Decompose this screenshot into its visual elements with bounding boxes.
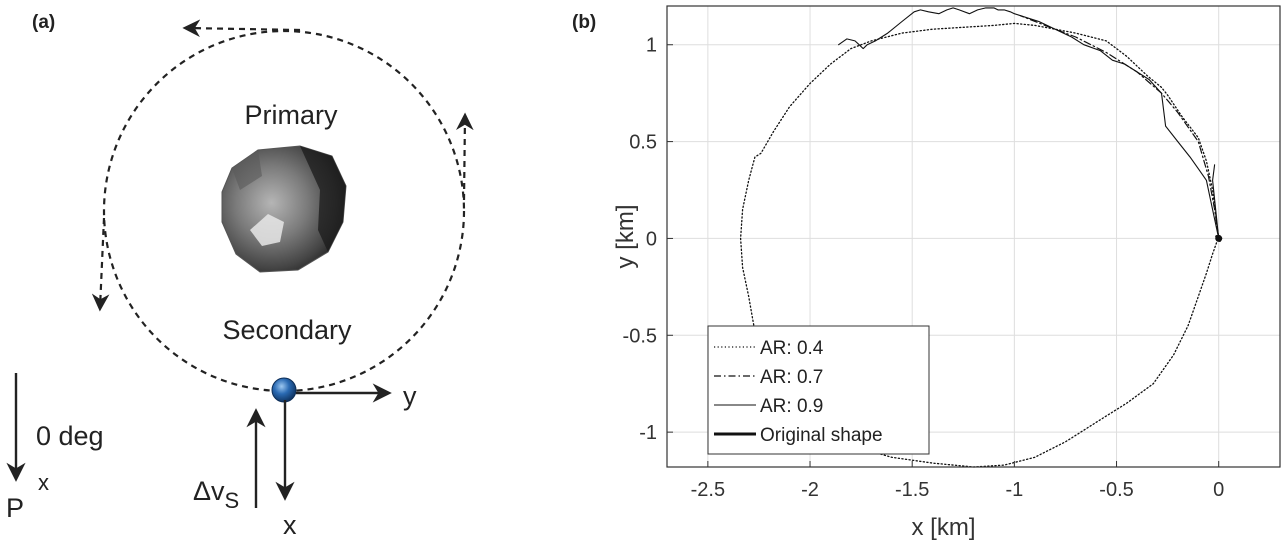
- y-tick-label: 1: [646, 35, 657, 57]
- origin-point: [1215, 234, 1223, 242]
- legend-entry: AR: 0.7: [760, 367, 823, 388]
- x-tick-label: -1.5: [895, 479, 929, 501]
- panel-a: (a) Primary Secondary y x ΔvS 0 deg: [6, 12, 474, 540]
- y-tick-label: 0: [646, 228, 657, 250]
- y-tick-label: -1: [639, 422, 657, 444]
- panel-a-tag: (a): [32, 12, 55, 33]
- axes-frame: [666, 5, 1281, 468]
- p-x-label: x: [38, 470, 49, 495]
- series-line-1: [739, 22, 1220, 468]
- orbit-arrow-top: [182, 19, 301, 38]
- x-tick-label: -1: [1005, 479, 1023, 501]
- secondary-label: Secondary: [222, 315, 352, 345]
- orbit-arrow-right: [456, 112, 474, 201]
- delta-v-label: ΔvS: [193, 476, 239, 513]
- primary-body: [221, 145, 347, 273]
- panel-b-tag: (b): [572, 12, 596, 33]
- orbit-arrow-left: [91, 217, 110, 312]
- trajectory-chart: -2.5 -2 -1.5 -1 -0.5 0 -1 -0.5 0 0.5 1 x [km] y [km]…: [612, 5, 1281, 541]
- series-line-3: [838, 7, 1220, 239]
- x-axis-label: x: [283, 510, 297, 540]
- secondary-body: [271, 377, 297, 403]
- y-axis-title: y [km]: [612, 205, 639, 269]
- x-tick-label: -2.5: [691, 479, 725, 501]
- x-tick-label: -2: [801, 479, 819, 501]
- orbit-circle: [102, 29, 466, 393]
- y-tick-label: 0.5: [629, 132, 657, 154]
- legend-entry: AR: 0.9: [760, 396, 823, 417]
- x-tick-label: -0.5: [1099, 479, 1133, 501]
- x-tick-label: 0: [1213, 479, 1224, 501]
- x-axis-title: x [km]: [912, 514, 976, 541]
- legend-entry: Original shape: [760, 425, 883, 446]
- p-label: P: [6, 493, 24, 523]
- y-axis-label: y: [403, 381, 417, 411]
- legend-entry: AR: 0.4: [760, 338, 824, 359]
- y-tick-label: -0.5: [623, 325, 657, 347]
- legend-box: [707, 325, 930, 455]
- zero-deg-label: 0 deg: [36, 421, 104, 451]
- panel-b: (b) -2.5 -2 -1.5 -1 -0.5 0 -1 -0.5 0 0.5 1 x [km] y …: [572, 5, 1281, 541]
- primary-label: Primary: [245, 100, 338, 130]
